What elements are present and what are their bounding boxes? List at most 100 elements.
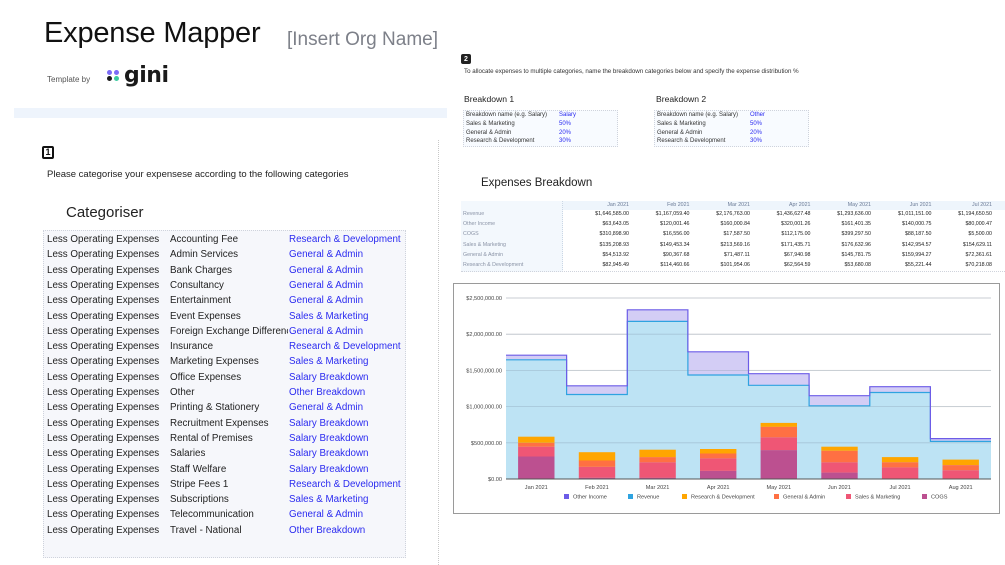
expense-category-select[interactable]: Salary Breakdown bbox=[289, 448, 369, 460]
legend-swatch bbox=[922, 494, 927, 499]
expense-group: Less Operating Expenses bbox=[47, 234, 160, 245]
expense-category-select[interactable]: Sales & Marketing bbox=[289, 356, 369, 368]
value-cell: $149,453.34 bbox=[660, 241, 690, 248]
expense-category-select[interactable]: Research & Development bbox=[289, 234, 401, 245]
value-cell: $120,001.46 bbox=[660, 221, 690, 228]
expense-category-select[interactable]: Sales & Marketing bbox=[289, 310, 369, 322]
expense-category-select[interactable]: General & Admin bbox=[289, 249, 364, 261]
line-other-income bbox=[506, 309, 991, 440]
categoriser-row: Less Operating Expenses Bank Charges Gener… bbox=[47, 263, 405, 278]
expense-account: Travel - National bbox=[170, 524, 242, 536]
categoriser-row: Less Operating Expenses Staff Welfare Sala… bbox=[47, 462, 405, 477]
expense-group: Less Operating Expenses bbox=[47, 279, 160, 291]
expense-category-select[interactable]: General & Admin bbox=[289, 509, 364, 521]
expense-group: Less Operating Expenses bbox=[47, 371, 160, 383]
value-cell: $159,994.27 bbox=[902, 251, 932, 258]
breakdown-value[interactable]: Salary bbox=[559, 112, 577, 118]
value-cell: $160,000.84 bbox=[720, 221, 750, 228]
value-cell: $114,905.53 bbox=[991, 240, 1005, 250]
categoriser-row: Less Operating Expenses Recruitment Expen… bbox=[47, 416, 405, 431]
value-cell: $82,945.49 bbox=[602, 262, 629, 268]
categoriser-row: Less Operating Expenses Insurance Research… bbox=[47, 339, 405, 354]
expense-category-select[interactable]: General & Admin bbox=[289, 325, 364, 337]
expense-account: Event Expenses bbox=[170, 310, 241, 322]
bar-general-admin bbox=[821, 450, 858, 463]
y-tick-label: $2,000,000.00 bbox=[466, 332, 502, 338]
expense-group: Less Operating Expenses bbox=[47, 402, 160, 414]
value-cell: $62,564.59 bbox=[783, 262, 811, 268]
bar-cogs bbox=[760, 450, 797, 479]
expense-category-select[interactable]: Salary Breakdown bbox=[289, 432, 369, 444]
breakdown-value[interactable]: 20% bbox=[559, 129, 572, 136]
gini-logo-icon bbox=[107, 69, 120, 82]
value-cell: $112,175.00 bbox=[781, 231, 811, 238]
value-cell: $72,361.61 bbox=[965, 251, 992, 258]
bar-research-development bbox=[821, 446, 858, 451]
categoriser-table: Less Operating Expenses Accounting Fee Res… bbox=[43, 230, 406, 558]
org-name-placeholder[interactable]: [Insert Org Name] bbox=[287, 29, 438, 50]
value-cell: $40,000.00 bbox=[991, 219, 1005, 229]
area-revenue bbox=[506, 321, 991, 479]
step-2-icon: 2 bbox=[461, 54, 471, 64]
bar-general-admin bbox=[639, 457, 676, 463]
value-cell: $176,632.96 bbox=[841, 241, 871, 248]
expense-category-select[interactable]: Research & Development bbox=[289, 478, 401, 490]
expense-category-select[interactable]: General & Admin bbox=[289, 402, 364, 414]
categoriser-row: Less Operating Expenses Accounting Fee Res… bbox=[47, 232, 405, 247]
expense-category-select[interactable]: Research & Development bbox=[289, 341, 401, 353]
bar-research-development bbox=[942, 459, 979, 465]
categoriser-row: Less Operating Expenses Entertainment Gene… bbox=[47, 293, 405, 308]
bar-general-admin bbox=[578, 460, 616, 467]
breakdown-value[interactable]: 50% bbox=[750, 120, 763, 127]
month-header: Jul 2021 bbox=[971, 202, 992, 208]
y-tick-label: $0.00 bbox=[488, 477, 502, 483]
bar-cogs bbox=[639, 477, 676, 479]
categoriser-row: Less Operating Expenses Salaries Salary Br… bbox=[47, 446, 405, 461]
legend-label: COGS bbox=[931, 495, 948, 501]
breakdown-value[interactable]: 20% bbox=[750, 129, 763, 136]
bar-sales-marketing bbox=[760, 437, 797, 451]
expense-account: Telecommunication bbox=[170, 509, 254, 521]
expense-group: Less Operating Expenses bbox=[47, 341, 160, 353]
expense-account: Entertainment bbox=[170, 295, 231, 307]
breakdown-value[interactable]: 30% bbox=[559, 138, 572, 145]
legend-swatch bbox=[628, 494, 633, 499]
breakdown-value[interactable]: 50% bbox=[559, 120, 572, 127]
breakdown-value[interactable]: Other bbox=[750, 112, 766, 118]
bar-general-admin bbox=[518, 442, 555, 447]
month-header: Mar 2021 bbox=[727, 202, 750, 208]
expense-category-select[interactable]: General & Admin bbox=[289, 295, 364, 307]
value-cell: $55,221.44 bbox=[904, 262, 932, 268]
expense-category-select[interactable]: General & Admin bbox=[289, 264, 364, 276]
expense-category-select[interactable]: Salary Breakdown bbox=[289, 417, 369, 429]
value-cell: $16,556.00 bbox=[662, 231, 690, 238]
value-cell: $140,000.75 bbox=[902, 221, 932, 228]
x-tick-label: Aug 2021 bbox=[949, 485, 973, 491]
breakdown-2-title: Breakdown 2 bbox=[656, 94, 707, 104]
expense-category-select[interactable]: Other Breakdown bbox=[289, 387, 366, 398]
expense-account: Salaries bbox=[170, 448, 206, 460]
expense-category-select[interactable]: Other Breakdown bbox=[289, 524, 366, 536]
breakdown-row: Sales & Marketing 50% bbox=[464, 120, 617, 129]
bar-sales-marketing bbox=[821, 462, 858, 473]
value-cell: $67,940.98 bbox=[783, 251, 811, 258]
expense-account: Printing & Stationery bbox=[170, 402, 260, 414]
categoriser-row: Less Operating Expenses Other Other Breakd… bbox=[47, 385, 405, 400]
breakdown-1-title: Breakdown 1 bbox=[464, 94, 515, 104]
template-by-label: Template by bbox=[47, 75, 91, 84]
expense-account: Office Expenses bbox=[170, 371, 242, 383]
expense-group: Less Operating Expenses bbox=[47, 494, 160, 506]
bar-sales-marketing bbox=[942, 470, 979, 479]
value-cell: $75,262.02 bbox=[991, 260, 1005, 270]
expense-account: Stripe Fees 1 bbox=[170, 478, 229, 490]
expense-category-select[interactable]: General & Admin bbox=[289, 279, 364, 291]
expense-category-select[interactable]: Salary Breakdown bbox=[289, 463, 369, 475]
value-cell: $2,176,763.00 bbox=[716, 211, 750, 217]
breakdown-label: General & Admin bbox=[657, 129, 703, 136]
row-label: Revenue bbox=[463, 211, 485, 217]
month-header: Jun 2021 bbox=[909, 202, 932, 208]
expense-category-select[interactable]: Salary Breakdown bbox=[289, 371, 369, 383]
breakdown-value[interactable]: 30% bbox=[750, 138, 763, 145]
expense-category-select[interactable]: Sales & Marketing bbox=[289, 494, 369, 506]
header-band bbox=[14, 108, 447, 118]
